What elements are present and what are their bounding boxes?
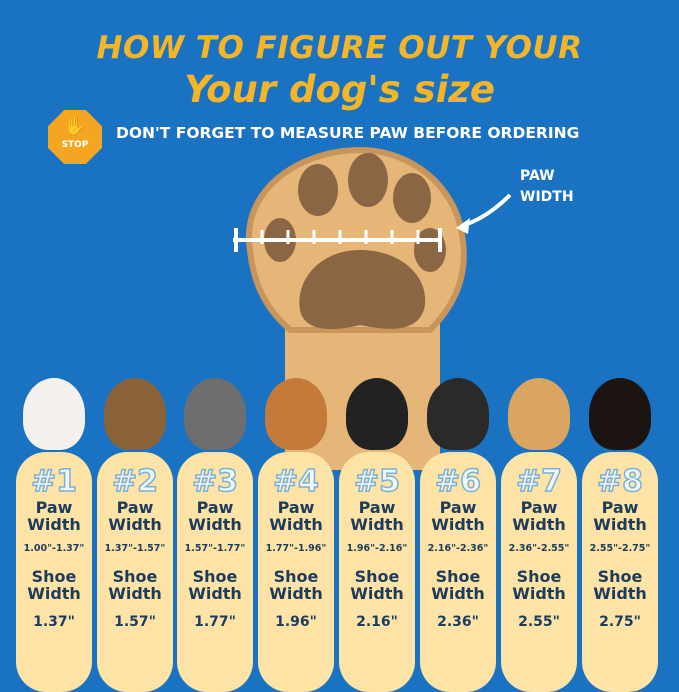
- dog-photo: [427, 378, 489, 450]
- hand-icon: ✋: [63, 116, 87, 137]
- dog-photo: [346, 378, 408, 450]
- shoe-label: Shoe: [31, 567, 77, 586]
- paw-range: 2.55"-2.75": [589, 543, 651, 554]
- size-number: #2: [111, 463, 159, 500]
- size-card: #8 Paw Width 2.55"-2.75" Shoe Width 2.75…: [582, 452, 658, 692]
- title-line-2: Your dog's size: [184, 68, 495, 111]
- shoe-width: 1.57": [114, 614, 156, 630]
- paw-label: Width: [269, 515, 323, 534]
- paw-range: 1.77"-1.96": [265, 543, 327, 554]
- title-line-1: HOW TO FIGURE OUT YOUR: [96, 30, 583, 66]
- dog-photo: [23, 378, 85, 450]
- paw-label: Paw: [520, 498, 558, 517]
- shoe-label: Width: [431, 584, 485, 603]
- shoe-label: Shoe: [516, 567, 562, 586]
- dog-photo: [104, 378, 166, 450]
- shoe-label: Width: [593, 584, 647, 603]
- stop-sign-icon: ✋ STOP: [48, 110, 102, 164]
- shoe-width: 1.77": [194, 614, 236, 630]
- paw-width-label-line: PAW: [520, 168, 555, 184]
- main-pad: [299, 250, 426, 330]
- size-number: #1: [30, 463, 78, 500]
- paw-range: 2.36"-2.55": [508, 543, 570, 554]
- shoe-label: Width: [108, 584, 162, 603]
- shoe-label: Width: [512, 584, 566, 603]
- paw-range: 1.96"-2.16": [346, 543, 408, 554]
- shoe-label: Shoe: [192, 567, 238, 586]
- shoe-label: Width: [188, 584, 242, 603]
- shoe-label: Shoe: [273, 567, 319, 586]
- shoe-label: Shoe: [597, 567, 643, 586]
- ruler-icon: [233, 228, 442, 252]
- shoe-label: Width: [269, 584, 323, 603]
- shoe-label: Shoe: [354, 567, 400, 586]
- size-number: #3: [191, 463, 239, 500]
- shoe-width: 2.75": [599, 614, 641, 630]
- size-number: #5: [353, 463, 401, 500]
- size-card: #2 Paw Width 1.37"-1.57" Shoe Width 1.57…: [97, 452, 173, 692]
- paw-range: 2.16"-2.36": [427, 543, 489, 554]
- size-number: #7: [515, 463, 563, 500]
- paw-label: Width: [512, 515, 566, 534]
- shoe-width: 1.96": [275, 614, 317, 630]
- shoe-width: 2.16": [356, 614, 398, 630]
- paw-label: Width: [188, 515, 242, 534]
- paw-label: Paw: [358, 498, 396, 517]
- paw-label: Paw: [196, 498, 234, 517]
- paw-range: 1.57"-1.77": [184, 543, 246, 554]
- paw-label: Width: [593, 515, 647, 534]
- dog-photo: [184, 378, 246, 450]
- shoe-label: Shoe: [435, 567, 481, 586]
- shoe-width: 1.37": [33, 614, 75, 630]
- paw-width-label: PAW WIDTH: [520, 166, 574, 208]
- paw-label: Width: [108, 515, 162, 534]
- paw-label: Paw: [277, 498, 315, 517]
- size-number: #4: [272, 463, 320, 500]
- paw-label: Paw: [116, 498, 154, 517]
- size-card: #6 Paw Width 2.16"-2.36" Shoe Width 2.36…: [420, 452, 496, 692]
- paw-label: Width: [431, 515, 485, 534]
- dog-photo: [589, 378, 651, 450]
- size-number: #8: [596, 463, 644, 500]
- size-card: #4 Paw Width 1.77"-1.96" Shoe Width 1.96…: [258, 452, 334, 692]
- size-card: #1 Paw Width 1.00"-1.37" Shoe Width 1.37…: [16, 452, 92, 692]
- paw-range: 1.37"-1.57": [104, 543, 166, 554]
- shoe-width: 2.36": [437, 614, 479, 630]
- subtitle: DON'T FORGET TO MEASURE PAW BEFORE ORDER…: [116, 124, 580, 142]
- shoe-width: 2.55": [518, 614, 560, 630]
- paw-label: Paw: [35, 498, 73, 517]
- paw-width-label-line: WIDTH: [520, 189, 574, 205]
- size-card: #7 Paw Width 2.36"-2.55" Shoe Width 2.55…: [501, 452, 577, 692]
- stop-label: STOP: [61, 140, 89, 150]
- paw-range: 1.00"-1.37": [23, 543, 85, 554]
- paw-label: Paw: [601, 498, 639, 517]
- dog-photo: [265, 378, 327, 450]
- paw-label: Width: [27, 515, 81, 534]
- size-card: #5 Paw Width 1.96"-2.16" Shoe Width 2.16…: [339, 452, 415, 692]
- paw-label: Width: [350, 515, 404, 534]
- shoe-label: Width: [27, 584, 81, 603]
- shoe-label: Width: [350, 584, 404, 603]
- size-number: #6: [434, 463, 482, 500]
- paw-label: Paw: [439, 498, 477, 517]
- size-card: #3 Paw Width 1.57"-1.77" Shoe Width 1.77…: [177, 452, 253, 692]
- dog-photo: [508, 378, 570, 450]
- shoe-label: Shoe: [112, 567, 158, 586]
